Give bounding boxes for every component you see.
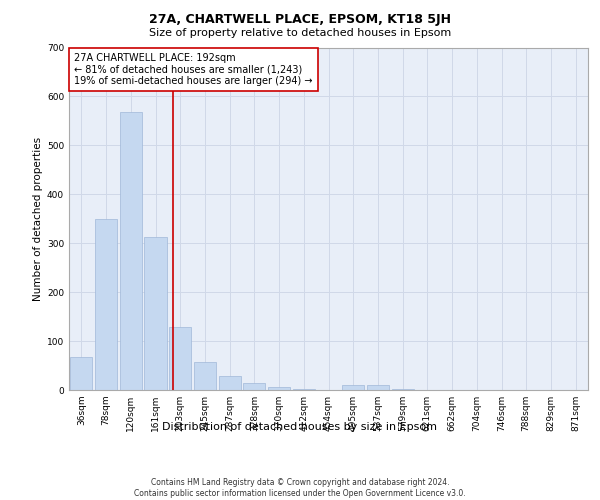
Bar: [367, 385, 389, 390]
Bar: [342, 385, 364, 390]
Bar: [70, 356, 92, 390]
Text: 27A, CHARTWELL PLACE, EPSOM, KT18 5JH: 27A, CHARTWELL PLACE, EPSOM, KT18 5JH: [149, 12, 451, 26]
Text: 27A CHARTWELL PLACE: 192sqm
← 81% of detached houses are smaller (1,243)
19% of : 27A CHARTWELL PLACE: 192sqm ← 81% of det…: [74, 52, 313, 86]
Text: Distribution of detached houses by size in Epsom: Distribution of detached houses by size …: [163, 422, 437, 432]
Bar: [194, 362, 216, 390]
Bar: [243, 382, 265, 390]
Bar: [145, 238, 167, 390]
Bar: [119, 112, 142, 390]
Y-axis label: Number of detached properties: Number of detached properties: [33, 136, 43, 301]
Bar: [268, 386, 290, 390]
Bar: [169, 328, 191, 390]
Text: Contains HM Land Registry data © Crown copyright and database right 2024.
Contai: Contains HM Land Registry data © Crown c…: [134, 478, 466, 498]
Text: Size of property relative to detached houses in Epsom: Size of property relative to detached ho…: [149, 28, 451, 38]
Bar: [95, 219, 117, 390]
Bar: [392, 389, 414, 390]
Bar: [293, 389, 315, 390]
Bar: [218, 376, 241, 390]
